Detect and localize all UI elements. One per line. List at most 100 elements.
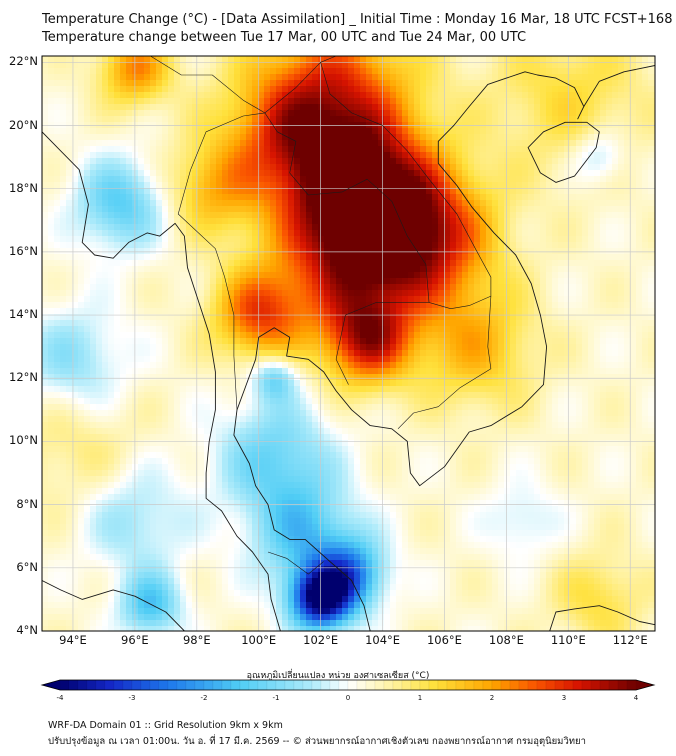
field-cell	[102, 68, 109, 75]
field-cell	[162, 56, 169, 63]
field-cell	[276, 314, 283, 321]
field-cell	[120, 68, 127, 75]
field-cell	[252, 188, 259, 195]
field-cell	[636, 278, 643, 285]
field-cell	[588, 230, 595, 237]
field-cell	[90, 146, 97, 153]
field-cell	[624, 200, 631, 207]
field-cell	[438, 188, 445, 195]
field-cell	[240, 236, 247, 243]
field-cell	[282, 128, 289, 135]
field-cell	[582, 134, 589, 141]
field-cell	[336, 260, 343, 267]
field-cell	[66, 194, 73, 201]
field-cell	[264, 320, 271, 327]
field-cell	[594, 320, 601, 327]
field-cell	[552, 134, 559, 141]
field-cell	[570, 296, 577, 303]
field-cell	[216, 80, 223, 87]
field-cell	[132, 284, 139, 291]
field-cell	[510, 326, 517, 333]
field-cell	[156, 182, 163, 189]
field-cell	[522, 164, 529, 171]
field-cell	[96, 104, 103, 111]
field-cell	[294, 290, 301, 297]
field-cell	[612, 230, 619, 237]
field-cell	[186, 134, 193, 141]
field-cell	[414, 140, 421, 147]
field-cell	[246, 266, 253, 273]
field-cell	[168, 326, 175, 333]
field-cell	[642, 152, 649, 159]
field-cell	[528, 140, 535, 147]
field-cell	[492, 302, 499, 309]
field-cell	[66, 278, 73, 285]
field-cell	[120, 104, 127, 111]
field-cell	[114, 164, 121, 171]
field-cell	[282, 218, 289, 225]
field-cell	[468, 284, 475, 291]
field-cell	[186, 332, 193, 339]
field-cell	[516, 92, 523, 99]
field-cell	[648, 68, 655, 75]
field-cell	[246, 260, 253, 267]
field-cell	[594, 230, 601, 237]
field-cell	[276, 236, 283, 243]
field-cell	[162, 140, 169, 147]
field-cell	[180, 134, 187, 141]
field-cell	[450, 152, 457, 159]
field-cell	[348, 254, 355, 261]
field-cell	[222, 146, 229, 153]
field-cell	[318, 344, 325, 351]
field-cell	[90, 224, 97, 231]
field-cell	[492, 116, 499, 123]
field-cell	[156, 278, 163, 285]
field-cell	[462, 92, 469, 99]
field-cell	[366, 284, 373, 291]
field-cell	[168, 170, 175, 177]
field-cell	[276, 206, 283, 213]
field-cell	[552, 146, 559, 153]
field-cell	[510, 254, 517, 261]
field-cell	[306, 98, 313, 105]
field-cell	[234, 218, 241, 225]
field-cell	[144, 146, 151, 153]
field-cell	[324, 200, 331, 207]
field-cell	[84, 284, 91, 291]
field-cell	[492, 62, 499, 69]
field-cell	[372, 320, 379, 327]
field-cell	[276, 158, 283, 165]
field-cell	[234, 182, 241, 189]
field-cell	[462, 224, 469, 231]
field-cell	[540, 92, 547, 99]
field-cell	[324, 98, 331, 105]
field-cell	[468, 98, 475, 105]
field-cell	[240, 272, 247, 279]
field-cell	[162, 224, 169, 231]
field-cell	[264, 188, 271, 195]
field-cell	[342, 194, 349, 201]
field-cell	[564, 338, 571, 345]
field-cell	[522, 152, 529, 159]
field-cell	[312, 152, 319, 159]
field-cell	[390, 278, 397, 285]
field-cell	[336, 98, 343, 105]
field-cell	[540, 212, 547, 219]
field-cell	[414, 146, 421, 153]
field-cell	[264, 152, 271, 159]
field-cell	[174, 314, 181, 321]
field-cell	[222, 110, 229, 117]
field-cell	[504, 164, 511, 171]
field-cell	[300, 206, 307, 213]
field-cell	[54, 284, 61, 291]
field-cell	[78, 302, 85, 309]
field-cell	[324, 86, 331, 93]
field-cell	[228, 68, 235, 75]
field-cell	[282, 212, 289, 219]
field-cell	[486, 194, 493, 201]
field-cell	[594, 86, 601, 93]
field-cell	[600, 236, 607, 243]
field-cell	[480, 278, 487, 285]
field-cell	[192, 170, 199, 177]
field-cell	[378, 236, 385, 243]
